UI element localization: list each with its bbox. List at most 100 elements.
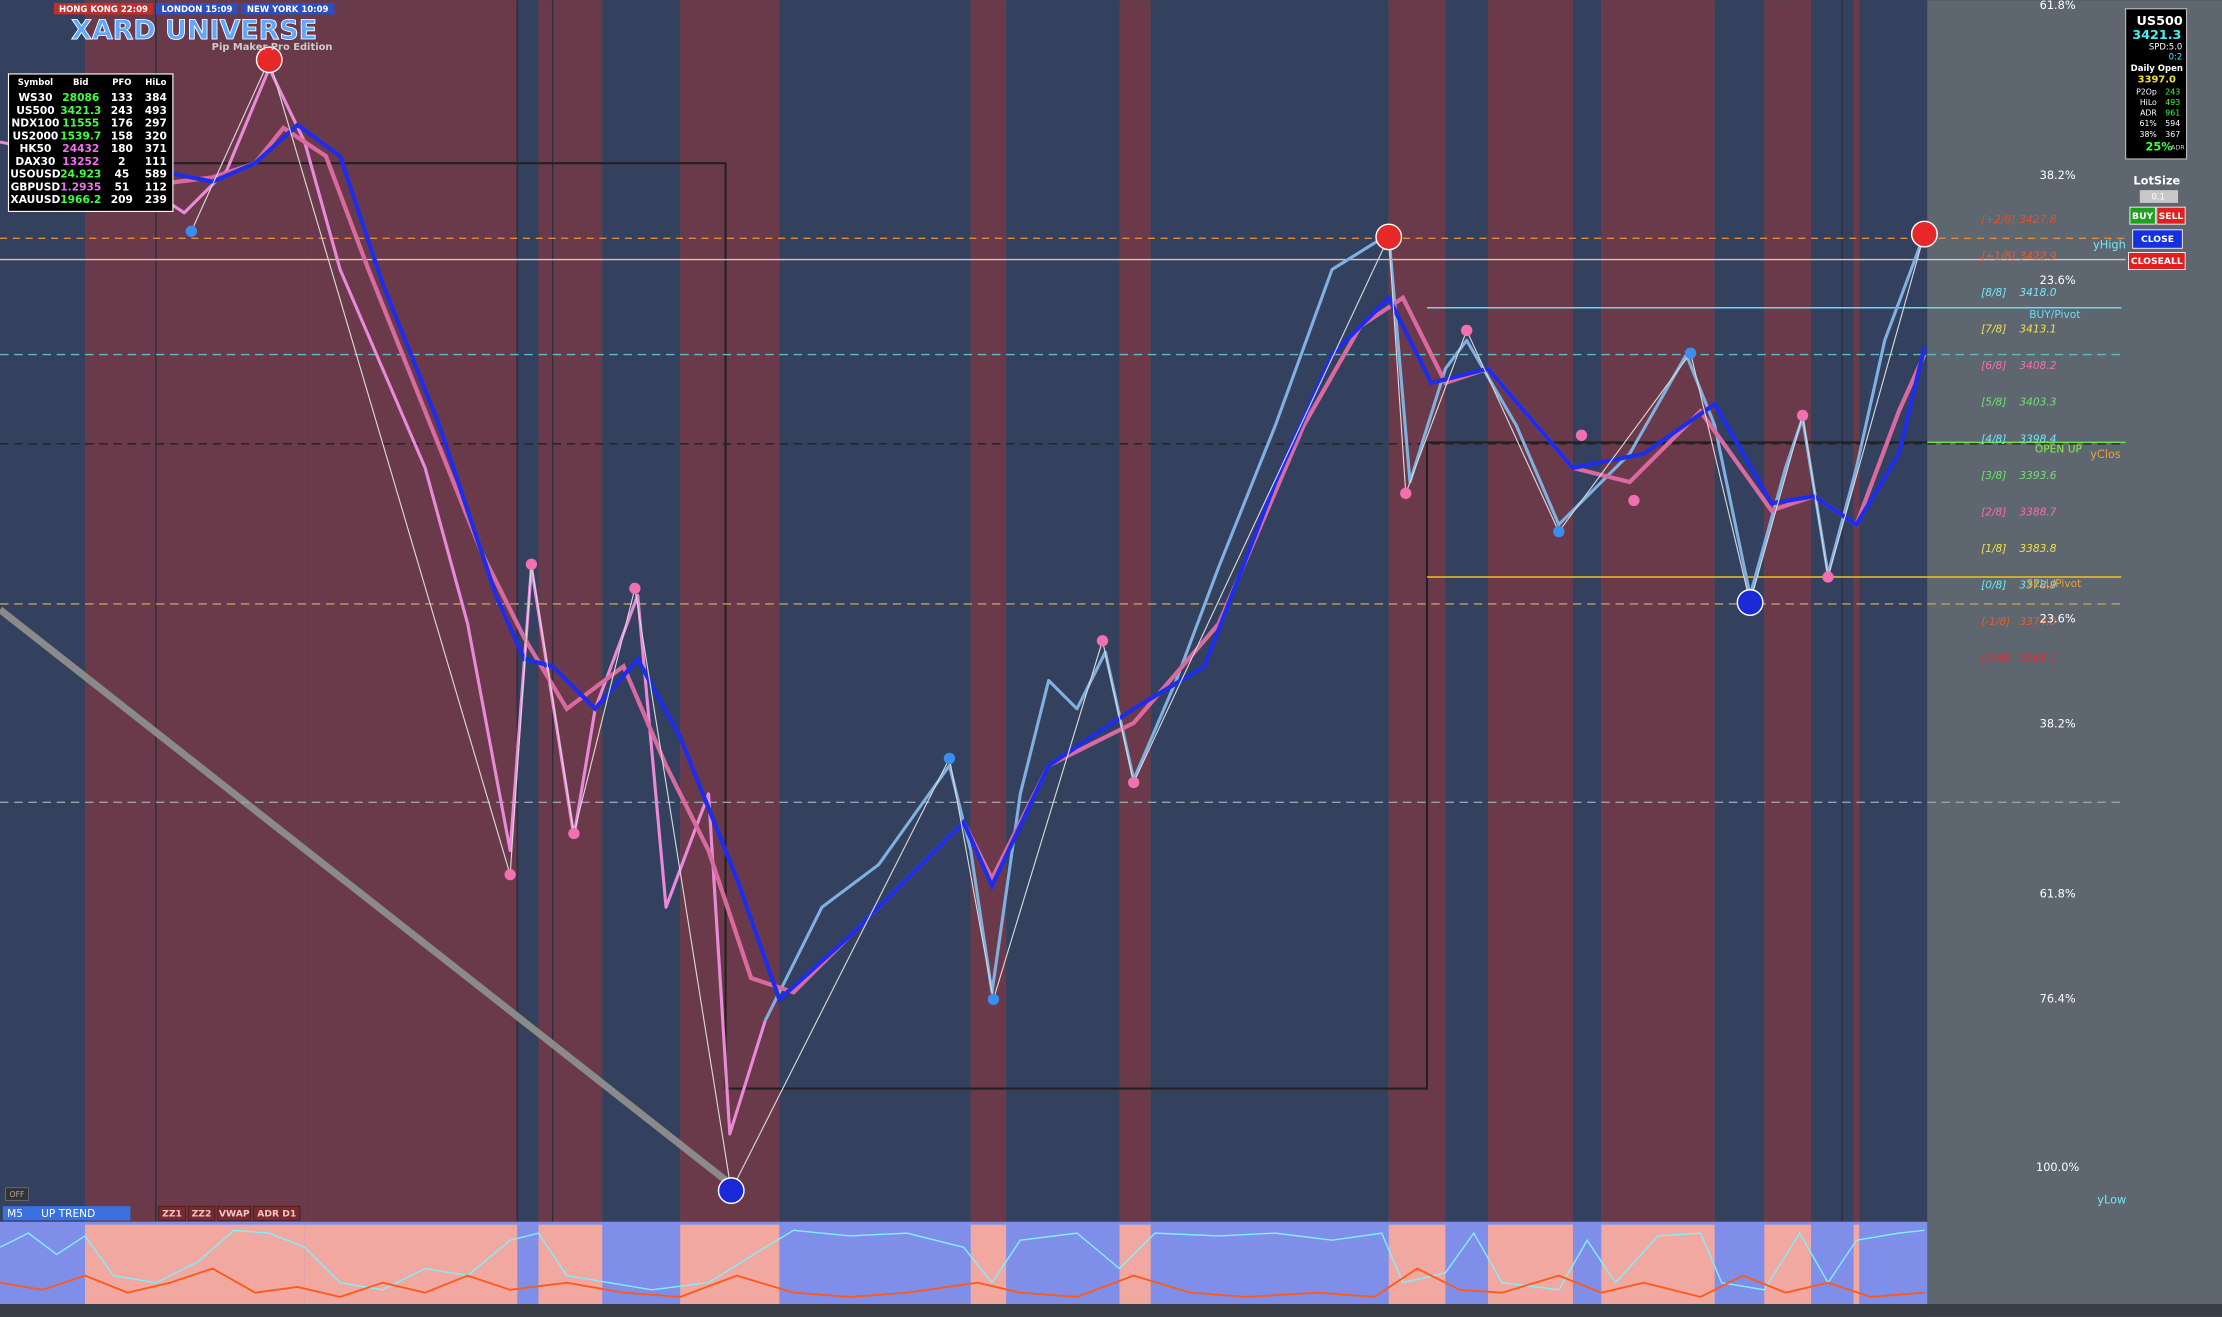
stripe	[304, 0, 518, 1222]
close-button[interactable]	[2132, 229, 2183, 249]
table-cell: DAX30	[15, 155, 55, 168]
stripe	[1853, 0, 1860, 1222]
info-symbol: US500	[2137, 14, 2183, 29]
fib-label: 38.2%	[2040, 716, 2076, 730]
table-cell: 384	[145, 91, 167, 104]
table-cell: 297	[145, 117, 167, 130]
murrey-price: 3408.2	[2019, 359, 2056, 372]
stripe	[1487, 0, 1573, 1222]
murrey-level: [7/8]	[1981, 323, 2006, 336]
fib-label: 23.6%	[2040, 612, 2076, 626]
clock: NEW YORK 10:09	[247, 5, 329, 15]
table-cell: 1966.2	[60, 193, 101, 206]
table-cell: 11555	[62, 117, 99, 130]
arrow-marker	[1736, 589, 1764, 616]
indicator-line-cyan	[0, 1229, 1925, 1291]
murrey-level: [0/8]	[1981, 579, 2006, 592]
fib-label: 61.8%	[2040, 886, 2076, 900]
off-label: OFF	[9, 1190, 25, 1199]
stat-value: 493	[2165, 98, 2180, 107]
sell-button[interactable]	[2156, 206, 2186, 225]
close-all-button[interactable]	[2128, 252, 2186, 270]
murrey-price: 3388.7	[2019, 505, 2056, 518]
table-cell: 111	[145, 155, 167, 168]
table-cell: 1539.7	[60, 129, 101, 142]
market-table: Symbol Bid PFO HiLo WS30 28086 133 384 US500 3421…	[10, 78, 167, 206]
info-price: 3421.3	[2132, 28, 2181, 43]
trend-label: UP TREND	[41, 1207, 95, 1220]
stat-label: P2Op	[2136, 87, 2157, 96]
level-label: OPEN UP	[2035, 442, 2083, 455]
status-button[interactable]	[217, 1205, 252, 1221]
fib-label: 61.8%	[2040, 0, 2076, 12]
murrey-level: [2/8]	[1981, 505, 2006, 518]
swing-dot	[1628, 494, 1640, 507]
table-header: Bid	[73, 78, 88, 88]
stat-label: ADR	[2140, 109, 2157, 118]
table-cell: XAUUSD	[11, 193, 61, 206]
indicator-stripe	[1487, 1224, 1573, 1304]
table-cell: HK50	[19, 142, 51, 155]
fib-label: 23.6%	[2040, 273, 2076, 287]
swing-dot	[987, 993, 1000, 1005]
indicator-stripe	[1853, 1224, 1860, 1304]
table-cell: 13252	[62, 155, 99, 168]
swing-dot	[1822, 571, 1834, 583]
table-cell: 2	[118, 155, 125, 168]
arrow-marker	[255, 46, 283, 74]
button-label: BUY	[2132, 211, 2153, 222]
info-label: ADR	[2171, 144, 2185, 152]
table-cell: 24432	[62, 142, 99, 155]
status-button-label: ZZ1	[162, 1209, 182, 1220]
indicator-stripe	[1388, 1224, 1446, 1304]
level-label: yClos	[2090, 447, 2121, 461]
murrey-level: [+2/8]	[1981, 213, 2015, 226]
table-cell: 133	[111, 91, 133, 104]
info-panel	[2125, 8, 2188, 160]
status-button[interactable]	[158, 1205, 186, 1221]
stat-value: 367	[2165, 130, 2180, 139]
stripe	[1859, 0, 1928, 1222]
murrey-price: 3418.0	[2019, 286, 2056, 299]
swing-dot	[1796, 409, 1809, 422]
stat-value: 961	[2165, 109, 2180, 118]
buy-button[interactable]	[2129, 206, 2156, 225]
swing-dot	[1096, 635, 1109, 647]
button-label: CLOSEALL	[2131, 256, 2183, 267]
table-cell: 320	[145, 129, 167, 142]
stat-value: 243	[2165, 87, 2180, 96]
clock-box	[240, 3, 335, 15]
table-cell: 493	[145, 104, 167, 117]
level-label: BUY/Pivot	[2029, 308, 2080, 321]
brand-title: XARD UNIVERSE	[71, 15, 317, 46]
swing-dot	[1400, 487, 1412, 500]
brand-subtitle: Pip Maker Pro Edition	[212, 42, 333, 53]
off-toggle[interactable]	[5, 1187, 29, 1201]
lot-input[interactable]	[2139, 190, 2179, 203]
murrey-levels: [+2/8] 3427.8 [+1/8] 3422.9 [8/8] 3418.0 [7/8]…	[1981, 213, 2057, 665]
table-cell: USOUSD	[10, 168, 61, 181]
status-button[interactable]	[187, 1205, 216, 1221]
fib-levels: 61.8% 38.2% 23.6% 23.6% 38.2% 61.8% 76.4% 100.0…	[2036, 0, 2079, 1174]
stripe	[602, 0, 681, 1222]
price-line-candles	[0, 66, 767, 1136]
lot-value: 0.1	[2151, 193, 2165, 203]
table-cell: 3421.3	[60, 104, 101, 117]
info-ratio: 0:2	[2169, 52, 2183, 62]
status-button[interactable]	[253, 1205, 301, 1221]
table-cell: 1.2935	[60, 180, 101, 193]
table-cell: 176	[111, 117, 133, 130]
table-cell: 371	[145, 142, 167, 155]
indicator-stripe	[85, 1224, 305, 1304]
stat-label: 61%	[2140, 119, 2157, 128]
stripe	[970, 0, 1007, 1222]
stripe	[1445, 0, 1488, 1222]
murrey-price: 3374.0	[2019, 615, 2056, 628]
table-header: HiLo	[145, 78, 166, 88]
button-label: SELL	[2159, 211, 2184, 222]
table-header: PFO	[112, 78, 131, 88]
stat-label: 38%	[2140, 130, 2157, 139]
murrey-price: 3403.3	[2019, 396, 2056, 409]
murrey-price: 3378.9	[2019, 579, 2056, 592]
